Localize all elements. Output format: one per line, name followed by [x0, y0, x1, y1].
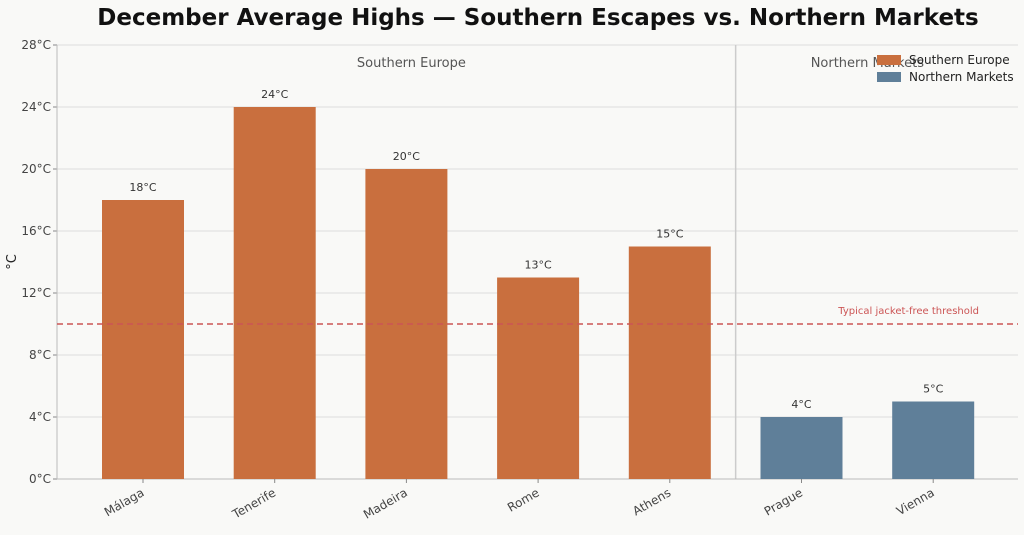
y-tick-label: 24°C: [21, 100, 51, 114]
bar-value-label: 24°C: [261, 88, 288, 101]
bar-m-laga: [102, 200, 184, 479]
x-tick-label: Vienna: [894, 485, 937, 518]
x-tick-label: Prague: [762, 485, 805, 518]
x-tick-label: Athens: [630, 485, 673, 518]
y-tick-label: 12°C: [21, 286, 51, 300]
x-tick-label: Málaga: [102, 485, 147, 519]
y-axis-label: °C: [5, 254, 20, 270]
bar-value-label: 15°C: [656, 228, 683, 241]
bars: [57, 107, 1018, 479]
threshold-label: Typical jacket-free threshold: [837, 306, 979, 317]
y-tick-label: 20°C: [21, 162, 51, 176]
y-tick-label: 28°C: [21, 38, 51, 52]
bar-value-label: 4°C: [791, 398, 811, 411]
legend-swatch: [877, 72, 901, 82]
bar-value-label: 5°C: [923, 383, 943, 396]
bar-rome: [497, 277, 580, 479]
x-tick-label: Madeira: [361, 485, 410, 521]
bar-vienna: [892, 401, 975, 479]
chart-title: December Average Highs — Southern Escape…: [97, 5, 978, 31]
bar-value-label: 18°C: [129, 181, 156, 194]
y-tick-label: 4°C: [29, 410, 51, 424]
bar-athens: [628, 246, 711, 479]
legend-label: Northern Markets: [909, 70, 1014, 84]
legend-label: Southern Europe: [909, 53, 1010, 67]
y-tick-label: 0°C: [29, 472, 51, 486]
y-tick-label: 8°C: [29, 348, 51, 362]
bar-tenerife: [233, 107, 316, 479]
x-tick-label: Tenerife: [229, 485, 278, 521]
group-label-northern: Northern Markets: [811, 56, 925, 71]
legend: Southern Europe Northern Markets: [877, 53, 1014, 84]
bar-prague: [760, 417, 843, 479]
x-tick-label: Rome: [505, 485, 542, 514]
bar-value-label: 13°C: [525, 259, 552, 272]
y-tick-label: 16°C: [21, 224, 51, 238]
group-label-southern: Southern Europe: [357, 56, 466, 71]
legend-swatch: [877, 55, 901, 65]
bar-value-label: 20°C: [393, 150, 420, 163]
